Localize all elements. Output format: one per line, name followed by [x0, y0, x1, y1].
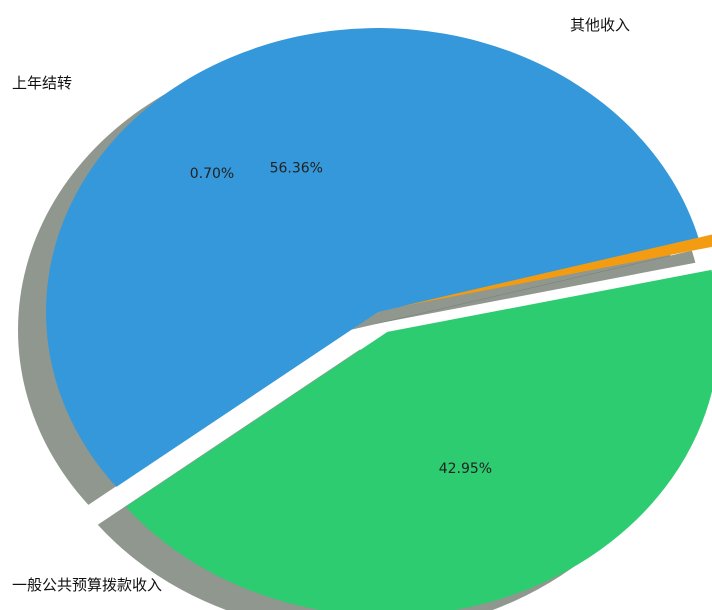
slice-percent-label: 56.36% [270, 160, 323, 176]
slice-percent-label: 42.95% [439, 461, 492, 477]
slice-category-label: 其他收入 [570, 16, 630, 34]
pie-slices [46, 28, 712, 610]
slice-category-label: 一般公共预算拨款收入 [12, 576, 162, 594]
pie-slice [46, 28, 699, 487]
slice-category-label: 上年结转 [12, 74, 72, 92]
slice-percent-label: 0.70% [190, 166, 234, 182]
slice-shadow [371, 250, 696, 325]
pie-labels: 56.36% 一般公共预算拨款收入 0.70% 上年结转 42.95% 其他收入 [12, 16, 630, 594]
pie-slice [125, 269, 712, 610]
